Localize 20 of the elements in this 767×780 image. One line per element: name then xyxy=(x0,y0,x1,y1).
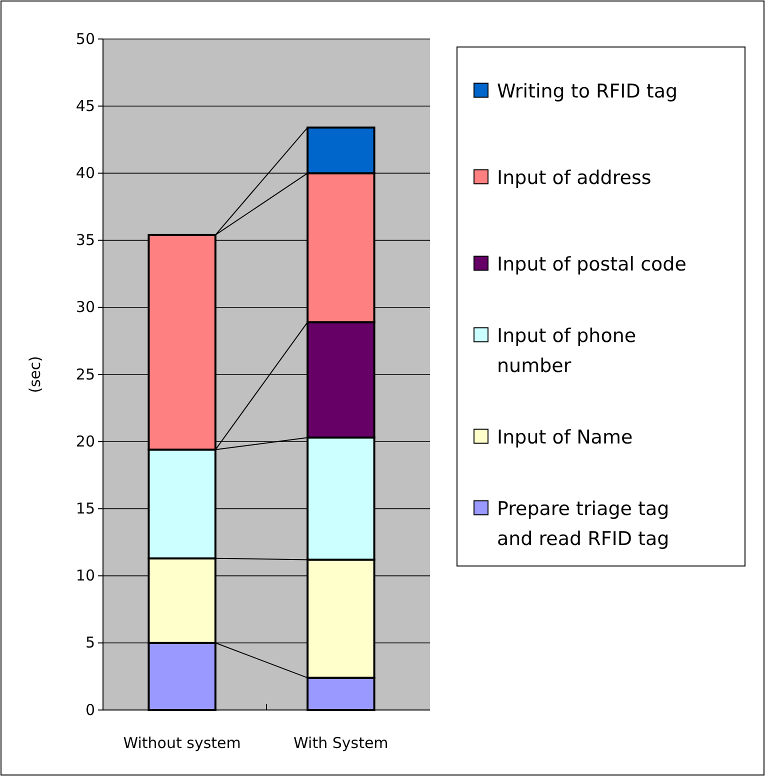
x-tick-label: With System xyxy=(294,734,388,752)
legend-label: Input of Name xyxy=(497,426,633,448)
y-tick-label: 50 xyxy=(76,30,95,48)
legend-label: Input of postal code xyxy=(497,253,686,276)
y-tick-label: 15 xyxy=(76,500,95,518)
y-tick-label: 0 xyxy=(85,700,95,719)
legend-label: Prepare triage tag and read RFID tag xyxy=(497,498,670,550)
y-tick-label: 25 xyxy=(76,365,95,384)
y-tick-label: 30 xyxy=(76,298,95,316)
legend-label: Input of phone number xyxy=(497,324,636,377)
y-tick-label: 45 xyxy=(76,96,95,115)
y-tick-label: 35 xyxy=(76,231,95,250)
x-tick-label: Without system xyxy=(123,734,241,752)
y-tick-label: 40 xyxy=(76,164,95,182)
y-tick-label: 5 xyxy=(85,634,95,652)
legend-label: Input of address xyxy=(497,166,652,189)
y-tick-label: 20 xyxy=(76,432,95,450)
y-axis-title: (sec) xyxy=(26,356,44,393)
y-tick-label: 10 xyxy=(76,566,95,585)
legend-label: Writing to RFID tag xyxy=(497,80,678,102)
